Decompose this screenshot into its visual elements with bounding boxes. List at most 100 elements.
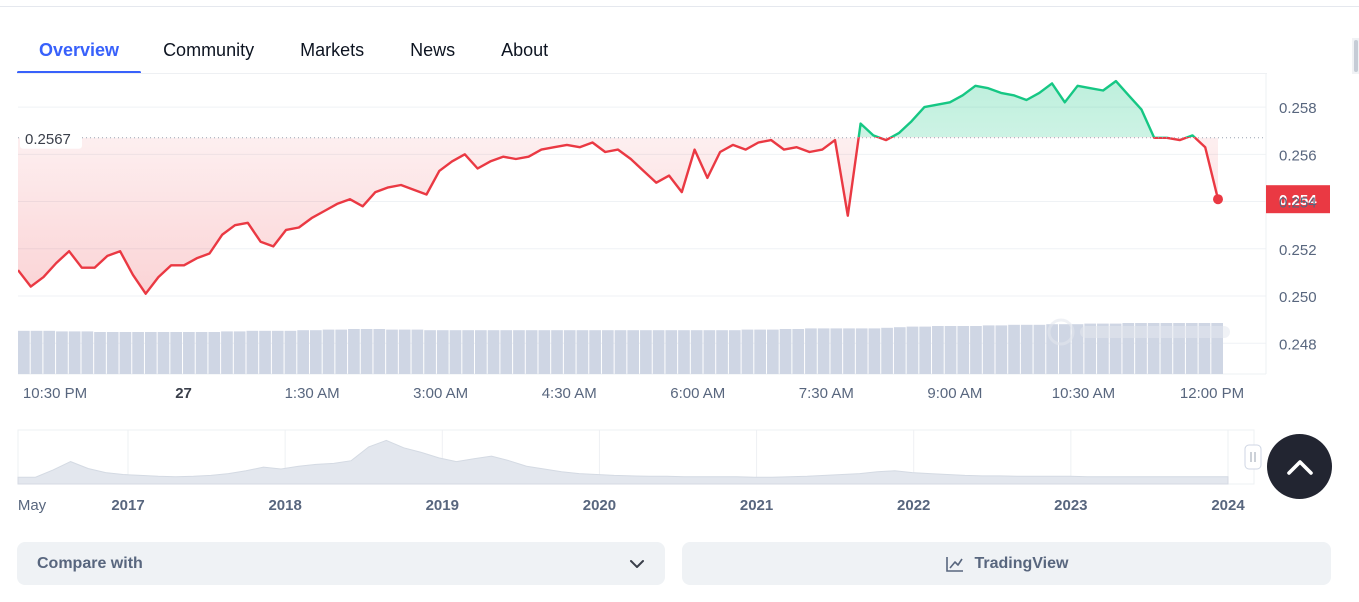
volume-bar <box>576 330 589 374</box>
volume-bar <box>881 327 893 374</box>
price-line-up <box>857 79 1196 137</box>
volume-bar <box>360 329 373 374</box>
volume-bar <box>43 330 56 374</box>
volume-bar <box>170 332 183 374</box>
volume-bar <box>868 328 881 374</box>
volume-bar <box>500 330 513 374</box>
tab-overview[interactable]: Overview <box>17 28 142 74</box>
overview-axis-label: 2024 <box>1211 497 1245 514</box>
volume-bar <box>309 330 322 374</box>
volume-bar <box>589 330 601 374</box>
volume-bar <box>1033 324 1046 374</box>
volume-bar <box>906 326 919 374</box>
volume-bar <box>1173 323 1185 374</box>
volume-bar <box>919 326 932 374</box>
volume-bar <box>716 330 728 374</box>
line-chart-icon <box>945 556 963 572</box>
reference-price-label: 0.2567 <box>25 131 71 148</box>
volume-bar <box>627 330 640 374</box>
volume-bar <box>551 330 563 374</box>
price-line-down <box>18 137 1220 295</box>
top-divider <box>0 6 1359 7</box>
volume-bar <box>995 325 1008 374</box>
volume-bar <box>436 330 449 374</box>
tab-community[interactable]: Community <box>163 40 255 60</box>
volume-bar <box>703 330 716 374</box>
y-tick-label: 0.258 <box>1279 100 1317 117</box>
volume-bar <box>195 332 208 374</box>
volume-bar <box>348 329 360 374</box>
volume-bar <box>614 330 627 374</box>
tab-markets[interactable]: Markets <box>300 40 365 60</box>
x-tick-label: 9:00 AM <box>927 385 982 402</box>
volume-bar <box>475 330 487 374</box>
y-tick-label: 0.252 <box>1279 242 1317 259</box>
x-tick-label: 4:30 AM <box>542 385 597 402</box>
volume-bar <box>1058 324 1071 374</box>
volume-bar <box>424 330 436 374</box>
overview-axis-label: 2019 <box>426 497 459 514</box>
volume-bar <box>805 328 817 374</box>
overview-series-area <box>17 439 1229 485</box>
volume-bar <box>335 329 348 374</box>
x-tick-label: 10:30 AM <box>1052 385 1115 402</box>
reference-price-bg <box>20 124 82 149</box>
volume-bar <box>18 330 30 374</box>
volume-bar <box>1185 323 1198 374</box>
volume-bar <box>144 332 157 374</box>
x-tick-label: 1:30 AM <box>285 385 340 402</box>
overview-axis-label: May <box>18 497 47 514</box>
compare-with-dropdown[interactable]: Compare with <box>17 542 665 585</box>
volume-bar <box>640 330 652 374</box>
volume-bar <box>183 332 195 374</box>
volume-bar <box>1020 324 1033 374</box>
scroll-to-top-button[interactable] <box>1267 434 1332 499</box>
scrollbar-thumb[interactable] <box>1354 40 1358 72</box>
volume-bar <box>1135 323 1147 374</box>
volume-bar <box>843 328 855 374</box>
volume-bar <box>1109 323 1122 374</box>
volume-bar <box>322 329 335 374</box>
compare-with-label: Compare with <box>37 554 143 572</box>
volume-bar <box>665 330 678 374</box>
overview-axis-label: 2017 <box>111 497 144 514</box>
y-tick-label: 0.248 <box>1279 336 1317 353</box>
tab-news[interactable]: News <box>410 40 456 60</box>
x-tick-label: 27 <box>175 385 192 402</box>
volume-bar <box>893 327 906 374</box>
tradingview-label: TradingView <box>974 554 1069 572</box>
volume-bar <box>94 332 106 374</box>
tab-about[interactable]: About <box>501 40 549 60</box>
tradingview-button[interactable]: TradingView <box>682 542 1331 585</box>
x-tick-label: 3:00 AM <box>413 385 468 402</box>
volume-bar <box>792 329 805 374</box>
volume-bar <box>754 329 766 374</box>
volume-bar <box>728 330 741 374</box>
volume-bar <box>982 325 995 374</box>
overview-axis-label: 2021 <box>740 497 773 514</box>
tab-divider <box>17 73 1267 74</box>
x-tick-label: 12:00 PM <box>1180 385 1244 402</box>
volume-bar <box>1071 324 1084 374</box>
volume-bar <box>652 330 665 374</box>
volume-bar <box>563 330 576 374</box>
volume-bar <box>157 332 170 374</box>
x-tick-label: 10:30 PM <box>23 385 87 402</box>
volume-bar <box>779 329 792 374</box>
volume-bar <box>830 328 843 374</box>
volume-bar <box>132 332 144 374</box>
overview-axis-label: 2022 <box>897 497 930 514</box>
volume-bar <box>284 330 297 374</box>
volume-bar <box>1097 323 1109 374</box>
current-price-label: 0.254 <box>1279 192 1317 209</box>
volume-bar <box>411 329 424 374</box>
volume-bar <box>56 331 68 374</box>
volume-bar <box>513 330 525 374</box>
volume-bar <box>1046 324 1058 374</box>
volume-bar <box>1211 323 1223 374</box>
overview-range-handle[interactable] <box>1244 444 1262 470</box>
volume-bar <box>259 330 271 374</box>
x-tick-label: 7:30 AM <box>799 385 854 402</box>
area-above-reference <box>858 81 1195 137</box>
